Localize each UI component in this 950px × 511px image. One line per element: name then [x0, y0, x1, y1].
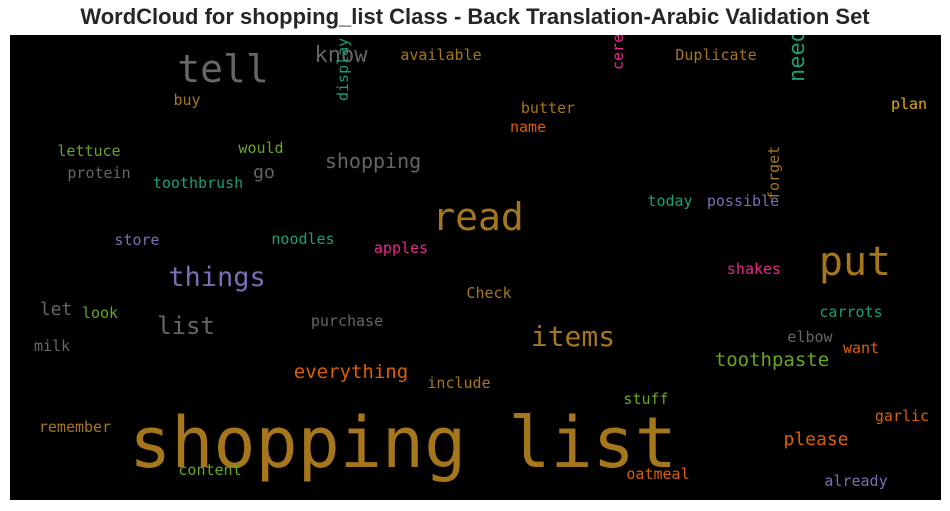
word-possible: possible — [707, 192, 779, 210]
word-things: things — [168, 262, 266, 293]
word-display: display — [334, 38, 352, 101]
word-elbow: elbow — [787, 328, 833, 346]
word-would: would — [238, 139, 283, 157]
word-check: Check — [466, 284, 511, 302]
word-look: look — [82, 304, 118, 322]
word-need: need — [785, 35, 810, 82]
word-carrots: carrots — [819, 303, 882, 321]
word-please: please — [783, 429, 848, 450]
word-lettuce: lettuce — [57, 142, 120, 160]
word-available: available — [400, 46, 481, 64]
word-tell: tell — [177, 47, 269, 91]
word-want: want — [843, 339, 879, 357]
wordcloud-canvas: shopping list read put tell things items list k… — [10, 35, 941, 500]
word-today: today — [647, 192, 692, 210]
word-content: content — [178, 461, 241, 479]
word-plan: plan — [891, 95, 927, 113]
word-everything: everything — [294, 361, 408, 383]
word-know: know — [315, 43, 369, 68]
word-remember: remember — [39, 418, 111, 436]
word-duplicate: Duplicate — [675, 46, 756, 64]
word-apples: apples — [374, 239, 428, 257]
word-toothpaste: toothpaste — [715, 349, 829, 371]
word-include: include — [427, 374, 490, 392]
word-read: read — [432, 195, 524, 239]
word-shopping-list: shopping list — [129, 402, 677, 484]
word-buy: buy — [173, 91, 200, 109]
word-garlic: garlic — [875, 407, 929, 425]
chart-title: WordCloud for shopping_list Class - Back… — [80, 4, 870, 29]
word-shopping: shopping — [325, 149, 421, 173]
word-protein: protein — [67, 164, 130, 182]
word-stuff: stuff — [623, 390, 668, 408]
word-forget: forget — [765, 146, 783, 200]
word-items: items — [531, 320, 615, 353]
word-purchase: purchase — [311, 312, 383, 330]
word-milk: milk — [34, 337, 70, 355]
word-let: let — [40, 299, 73, 320]
word-put: put — [819, 239, 891, 285]
word-toothbrush: toothbrush — [153, 174, 243, 192]
word-name: name — [510, 118, 546, 136]
word-butter: butter — [521, 99, 575, 117]
wordcloud-svg: shopping list read put tell things items list k… — [34, 35, 929, 490]
word-oatmeal: oatmeal — [626, 465, 689, 483]
word-go: go — [253, 162, 275, 183]
word-store: store — [114, 231, 159, 249]
word-noodles: noodles — [271, 230, 334, 248]
word-already: already — [824, 472, 887, 490]
word-cereal: cereal — [609, 35, 627, 70]
word-shakes: shakes — [727, 260, 781, 278]
word-list: list — [157, 312, 215, 340]
